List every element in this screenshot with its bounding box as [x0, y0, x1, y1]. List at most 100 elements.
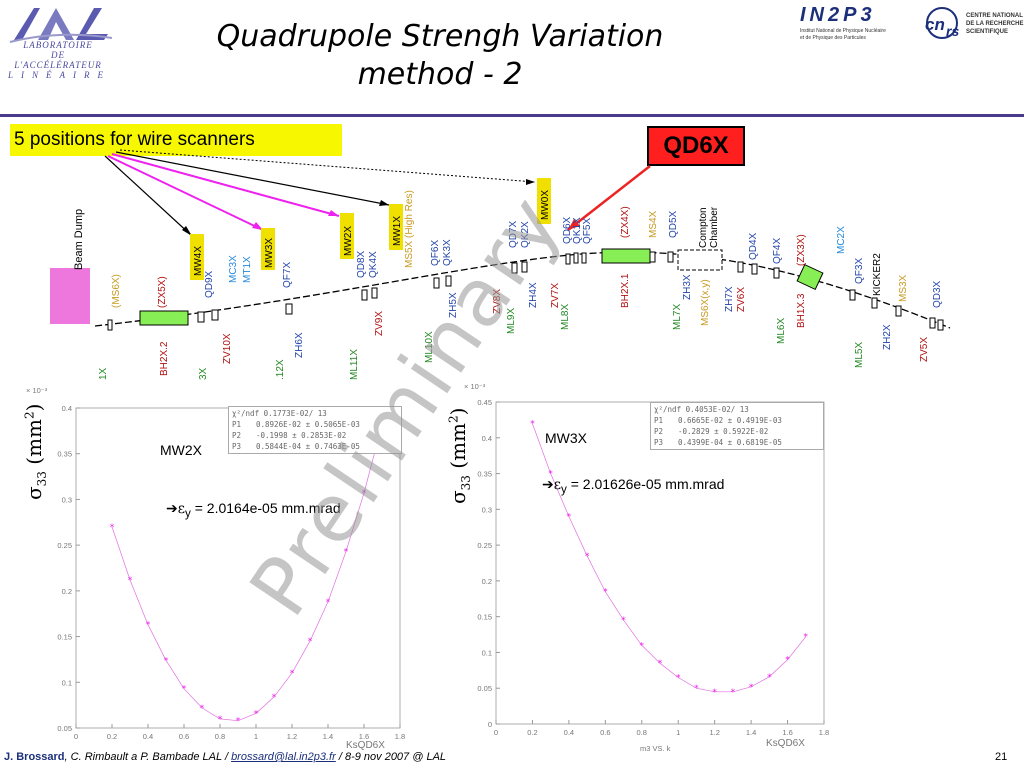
mw3x-box	[261, 228, 275, 270]
x-tick-label: 0.6	[179, 732, 189, 741]
data-point: *	[362, 489, 367, 499]
svg-text:ZH4X: ZH4X	[528, 282, 539, 308]
dipole-bh2x1	[601, 248, 651, 264]
svg-text:ML7X: ML7X	[672, 304, 683, 330]
right-plot: 0.45 0.4 0.35 0.3 0.25 0.2 0.15 0.1 0.05 00 0.2 0.4…	[477, 398, 829, 736]
data-point: *	[344, 548, 349, 558]
y-tick-label: 0.15	[477, 613, 492, 622]
svg-text:ZH3X: ZH3X	[682, 274, 693, 300]
x-tick-label: 1.8	[819, 728, 829, 736]
dipole-bh2x2	[139, 310, 189, 326]
in2p3-subtitle: Institut National de Physique Nucléaire …	[800, 28, 886, 41]
right-fit-box: χ²/ndf 0.4053E-02/ 13 P1 0.6665E-02 ± 0.4…	[650, 402, 824, 450]
data-point: *	[272, 693, 277, 703]
page-title: Quadrupole Strengh Variation method - 2	[216, 19, 664, 92]
svg-text:QK2X: QK2X	[520, 221, 531, 248]
y-tick-label: 0.2	[62, 587, 72, 596]
svg-text:QF4X: QF4X	[772, 238, 783, 264]
data-point: *	[326, 598, 331, 608]
data-point: *	[585, 552, 590, 562]
svg-text:KICKER2: KICKER2	[872, 253, 883, 296]
y-tick-label: 0	[488, 720, 492, 729]
y-tick-label: 0.25	[57, 541, 72, 550]
svg-text:QD3X: QD3X	[932, 280, 943, 308]
svg-text:QD4X: QD4X	[748, 232, 759, 260]
svg-text:ML6X: ML6X	[776, 318, 787, 344]
svg-text:MW4X: MW4X	[193, 246, 204, 276]
svg-text:ZV6X: ZV6X	[736, 287, 747, 312]
footer-email[interactable]: brossard@lal.in2p3.fr	[231, 751, 336, 763]
qd6x-callout: QD6X	[647, 126, 745, 166]
svg-text:MS4X: MS4X	[648, 210, 659, 238]
svg-text:MW1X: MW1X	[392, 216, 403, 246]
y-tick-label: 0.45	[477, 398, 492, 407]
plot-frame	[495, 401, 825, 725]
dipole-bh1x3	[796, 263, 824, 291]
data-point: *	[218, 715, 223, 725]
svg-text:MS6X(x,y): MS6X(x,y)	[700, 279, 711, 326]
mw1x-box	[389, 204, 403, 250]
x-tick-label: 1.6	[782, 728, 792, 736]
y-tick-label: 0.05	[57, 724, 72, 733]
svg-text:MW3X: MW3X	[264, 238, 275, 268]
fit-curve	[111, 424, 383, 722]
x-tick-label: 0.6	[600, 728, 610, 736]
data-point: *	[767, 673, 772, 683]
svg-text:3X: 3X	[198, 367, 209, 380]
svg-text:QD5X: QD5X	[668, 210, 679, 238]
svg-text:rs: rs	[946, 23, 959, 39]
y-tick-label: 0.2	[482, 577, 492, 586]
data-point: *	[164, 656, 169, 666]
svg-text:ZH6X: ZH6X	[294, 332, 305, 358]
data-point: *	[236, 717, 241, 727]
data-point: *	[530, 419, 535, 429]
svg-text:ML10X: ML10X	[424, 331, 435, 363]
svg-text:QD8X: QD8X	[356, 250, 367, 278]
svg-text:BH2X.1: BH2X.1	[620, 273, 631, 308]
svg-text:ZV7X: ZV7X	[550, 283, 561, 308]
plot-frame	[75, 407, 401, 729]
svg-text:Compton: Compton	[698, 207, 709, 248]
data-point: *	[749, 683, 754, 693]
svg-text:ML8X: ML8X	[560, 304, 571, 330]
svg-text:QF3X: QF3X	[854, 258, 865, 284]
page-number: 21	[995, 751, 1008, 763]
x-tick-label: 1.6	[359, 732, 369, 741]
svg-text:QD6X: QD6X	[562, 216, 573, 244]
svg-text:QF7X: QF7X	[282, 262, 293, 288]
lal-logo	[4, 4, 114, 70]
svg-text:MC3X: MC3X	[228, 255, 239, 283]
svg-text:ML9X: ML9X	[506, 308, 517, 334]
data-point: *	[567, 512, 572, 522]
svg-text:ML5X: ML5X	[854, 342, 865, 368]
right-plot-xlabel: KsQD6X	[766, 738, 805, 749]
data-point: *	[731, 688, 736, 698]
y-tick-label: 0.35	[477, 470, 492, 479]
svg-text:(ZX4X): (ZX4X)	[620, 206, 631, 238]
fit-curve	[532, 423, 807, 693]
x-tick-label: 0.4	[143, 732, 153, 741]
data-point: *	[603, 588, 608, 598]
mw4x-box	[190, 234, 204, 280]
data-point: *	[200, 704, 205, 714]
svg-text:ZH2X: ZH2X	[882, 324, 893, 350]
compton-chamber	[677, 249, 723, 271]
data-point: *	[804, 633, 809, 643]
left-plot: 0.4 0.35 0.3 0.25 0.2 0.15 0.1 0.050 0.2 0.4 0.6 0.…	[57, 404, 405, 741]
svg-text:QD9X: QD9X	[204, 270, 215, 298]
data-point: *	[254, 709, 259, 719]
y-tick-label: 0.35	[57, 450, 72, 459]
data-point: *	[128, 576, 133, 586]
x-tick-label: 0	[494, 728, 498, 736]
data-point: *	[308, 637, 313, 647]
svg-text:ZH7X: ZH7X	[724, 286, 735, 312]
svg-text:MS3X: MS3X	[898, 274, 909, 302]
y-tick-label: 0.3	[482, 505, 492, 514]
data-point: *	[110, 523, 115, 533]
svg-text:Chamber: Chamber	[709, 206, 720, 248]
data-point: *	[785, 656, 790, 666]
right-plot-xlabel2: m3 VS. k	[640, 744, 671, 753]
svg-text:1X: 1X	[98, 367, 109, 380]
x-tick-label: 1.8	[395, 732, 405, 741]
in2p3-logo: IN2P3	[800, 4, 876, 26]
